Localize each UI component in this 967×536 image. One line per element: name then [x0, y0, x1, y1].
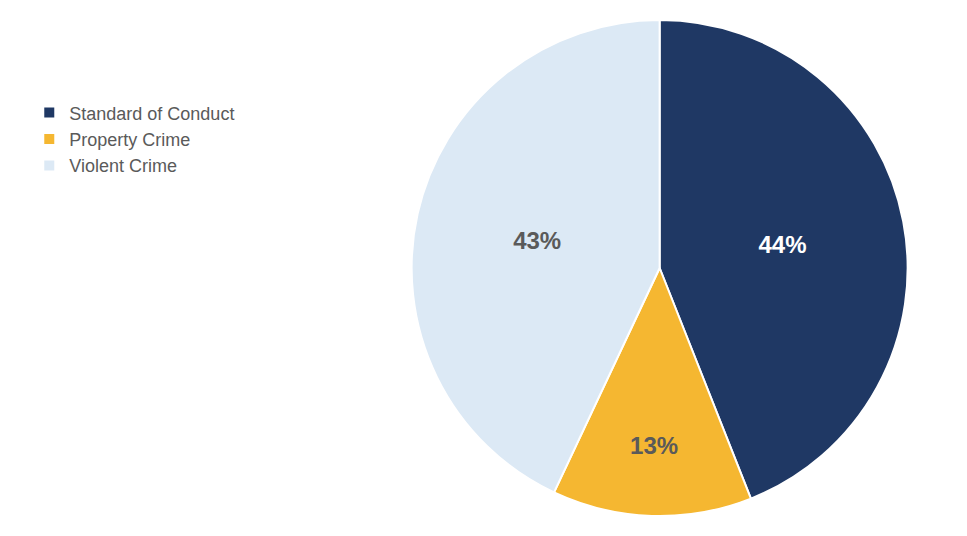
- svg-text:Property Crime: Property Crime: [69, 130, 190, 150]
- svg-text:44%: 44%: [758, 231, 806, 258]
- svg-text:Violent Crime: Violent Crime: [69, 156, 177, 176]
- svg-text:43%: 43%: [513, 227, 561, 254]
- svg-text:Standard of Conduct: Standard of Conduct: [69, 104, 234, 124]
- svg-text:13%: 13%: [630, 432, 678, 459]
